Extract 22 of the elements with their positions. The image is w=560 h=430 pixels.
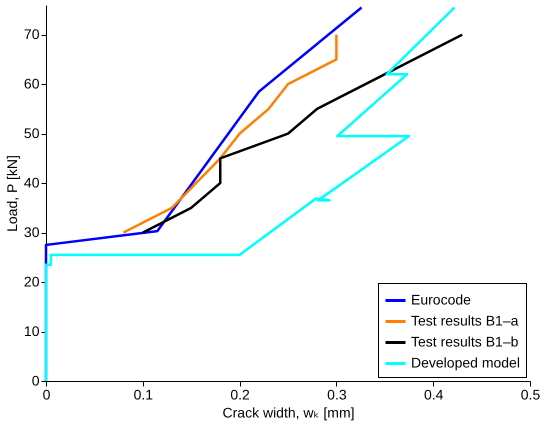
y-tick-label: 0 [32,372,40,388]
y-tick-label: 10 [24,323,40,340]
line-series [142,33,464,234]
y-tick-label: 20 [24,274,40,290]
x-tick-label: 0.4 [424,386,444,402]
x-tick-label: 0.1 [134,386,154,402]
legend-label: Eurocode [411,292,472,308]
legend-label: Test results B1–a [411,312,519,328]
legend-label: Test results B1–b [411,334,519,350]
x-tick-label: 0.2 [230,386,250,402]
y-tick-label: 70 [24,26,40,42]
legend-label: Developed model [411,354,520,370]
x-tick-label: 0.3 [327,386,347,402]
y-tick-label: 60 [24,76,40,92]
y-tick-label: 30 [24,224,40,240]
x-tick-label: 0 [42,386,51,402]
x-axis-title: Crack width, wₖ [mm] [222,404,354,420]
y-axis-title: Load, P [kN] [4,155,20,232]
line-series [122,33,338,234]
x-tick-label: 0.5 [520,386,540,402]
y-tick-label: 40 [24,174,40,191]
y-tick-label: 50 [24,125,40,142]
